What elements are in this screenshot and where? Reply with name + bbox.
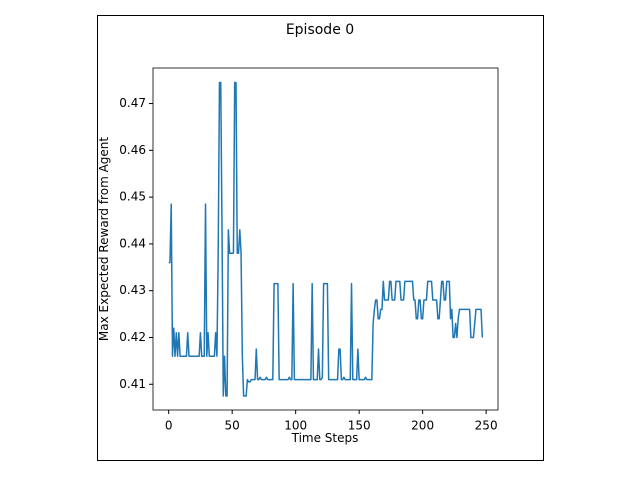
- data-line: [168, 81, 484, 397]
- x-tick-label: 0: [165, 419, 173, 433]
- x-tick-label: 250: [475, 419, 498, 433]
- x-tick-label: 150: [348, 419, 371, 433]
- figure-border: [97, 15, 544, 461]
- y-tick-label: 0.47: [119, 96, 146, 110]
- x-tick-label: 200: [411, 419, 434, 433]
- axes-frame: [152, 67, 499, 411]
- y-tick-label: 0.43: [119, 283, 146, 297]
- x-tick-label: 50: [225, 419, 240, 433]
- y-tick-label: 0.44: [119, 236, 146, 250]
- x-tick-label: 100: [284, 419, 307, 433]
- y-tick-label: 0.42: [119, 330, 146, 344]
- chart-title: Episode 0: [286, 22, 354, 38]
- y-tick-label: 0.45: [119, 190, 146, 204]
- y-tick-label: 0.46: [119, 143, 146, 157]
- x-axis-label: Time Steps: [291, 431, 359, 445]
- y-tick-label: 0.41: [119, 377, 146, 391]
- y-axis-label: Max Expected Reward from Agent: [97, 137, 111, 341]
